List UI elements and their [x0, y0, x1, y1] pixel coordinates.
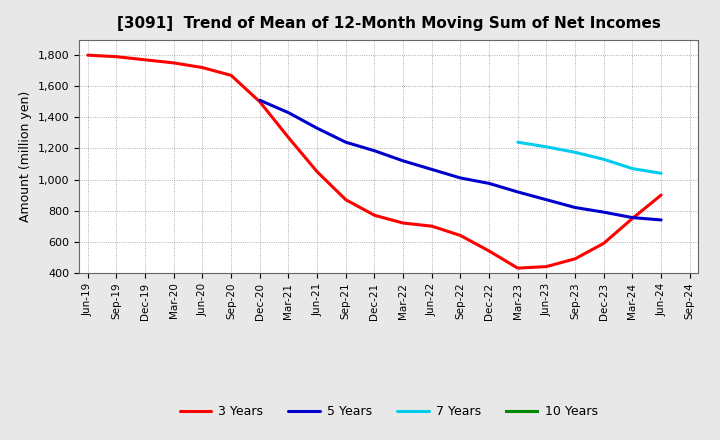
7 Years — [657, 171, 665, 176]
5 Years — [571, 205, 580, 210]
3 Years — [542, 264, 551, 269]
Line: 5 Years: 5 Years — [260, 100, 661, 220]
3 Years — [370, 213, 379, 218]
3 Years — [284, 135, 293, 140]
3 Years — [399, 220, 408, 226]
5 Years — [456, 175, 465, 180]
Legend: 3 Years, 5 Years, 7 Years, 10 Years: 3 Years, 5 Years, 7 Years, 10 Years — [175, 400, 603, 423]
5 Years — [399, 158, 408, 164]
7 Years — [571, 150, 580, 155]
5 Years — [628, 215, 636, 220]
7 Years — [513, 139, 522, 145]
5 Years — [370, 148, 379, 154]
3 Years — [227, 73, 235, 78]
7 Years — [542, 144, 551, 150]
3 Years — [341, 197, 350, 202]
3 Years — [456, 233, 465, 238]
3 Years — [657, 192, 665, 198]
3 Years — [513, 265, 522, 271]
3 Years — [628, 216, 636, 221]
3 Years — [485, 249, 493, 254]
Y-axis label: Amount (million yen): Amount (million yen) — [19, 91, 32, 222]
3 Years — [256, 99, 264, 104]
3 Years — [312, 169, 321, 174]
5 Years — [657, 217, 665, 223]
5 Years — [542, 197, 551, 202]
Line: 7 Years: 7 Years — [518, 142, 661, 173]
3 Years — [84, 52, 92, 58]
3 Years — [600, 241, 608, 246]
7 Years — [628, 166, 636, 171]
5 Years — [341, 139, 350, 145]
5 Years — [600, 209, 608, 215]
5 Years — [513, 189, 522, 194]
5 Years — [256, 98, 264, 103]
3 Years — [141, 57, 150, 62]
Title: [3091]  Trend of Mean of 12-Month Moving Sum of Net Incomes: [3091] Trend of Mean of 12-Month Moving … — [117, 16, 661, 32]
5 Years — [428, 167, 436, 172]
3 Years — [198, 65, 207, 70]
3 Years — [169, 60, 178, 66]
5 Years — [312, 125, 321, 131]
Line: 3 Years: 3 Years — [88, 55, 661, 268]
5 Years — [284, 110, 293, 115]
5 Years — [485, 181, 493, 186]
3 Years — [112, 54, 121, 59]
7 Years — [600, 157, 608, 162]
3 Years — [428, 224, 436, 229]
3 Years — [571, 256, 580, 261]
